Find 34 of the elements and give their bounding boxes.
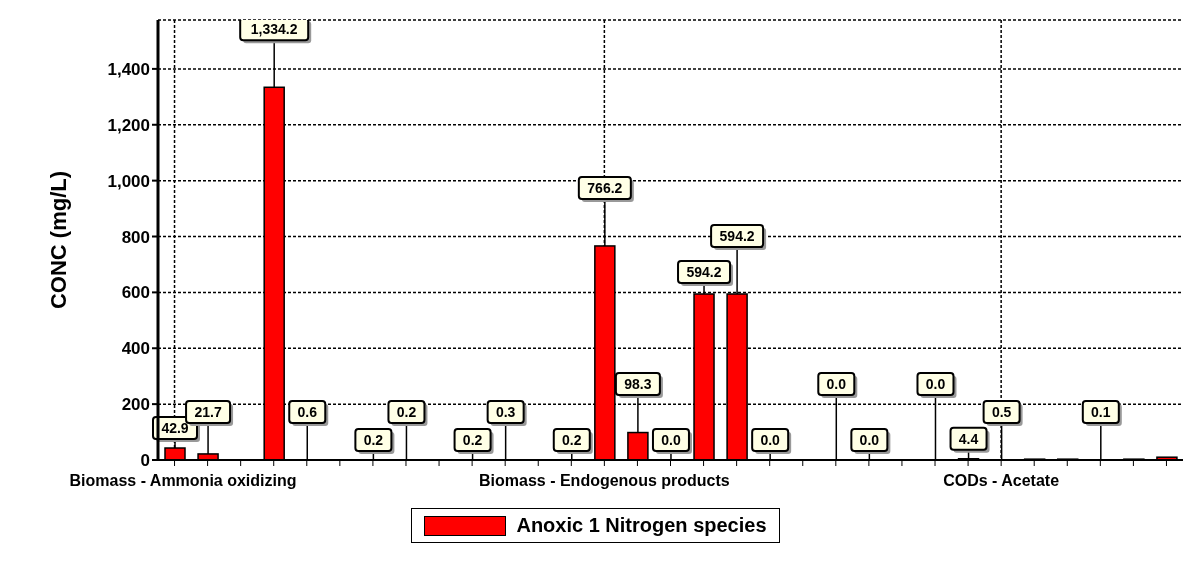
data-label: 0.1 <box>1091 404 1111 420</box>
x-tick-label: Biomass - Ammonia oxidizing <box>69 472 297 489</box>
data-label: 0.5 <box>991 404 1012 420</box>
data-label: 0.0 <box>760 432 781 448</box>
data-label: 0.0 <box>925 376 946 392</box>
y-tick-label: 600 <box>121 283 150 303</box>
y-tick-label: 1,000 <box>107 171 150 191</box>
data-label: 0.2 <box>462 431 483 448</box>
x-tick-label: CODs - Acetate <box>943 472 1060 489</box>
data-label: 21.7 <box>194 404 222 420</box>
data-label: 0.2 <box>363 431 384 448</box>
data-label: 0.2 <box>396 404 417 420</box>
data-label: 0.0 <box>826 376 847 392</box>
data-label: 594.2 <box>719 228 755 244</box>
data-label: 98.3 <box>624 376 652 392</box>
data-label: 0.2 <box>562 431 582 448</box>
data-label: 594.2 <box>686 264 722 280</box>
data-label: 0.6 <box>297 404 318 420</box>
y-tick-label: 800 <box>121 227 150 247</box>
legend-label: Anoxic 1 Nitrogen species <box>516 514 767 537</box>
data-label: 766.2 <box>587 179 623 196</box>
y-axis-title: CONC (mg/L) <box>45 170 71 310</box>
x-tick-label: Biomass - Endogenous products <box>479 472 730 489</box>
y-tick-label: 400 <box>121 339 150 359</box>
y-tick-label: 1,400 <box>107 59 150 79</box>
data-label: 0.0 <box>661 432 681 448</box>
data-label: 0.3 <box>495 404 516 420</box>
y-tick-label: 1,200 <box>107 115 150 135</box>
data-label: 0.0 <box>859 432 880 448</box>
y-tick-label: 0 <box>140 451 150 471</box>
data-label: 1,334.2 <box>250 21 298 38</box>
y-tick-label: 200 <box>121 395 150 415</box>
data-label: 4.4 <box>958 430 979 447</box>
data-label: 42.9 <box>161 420 189 437</box>
